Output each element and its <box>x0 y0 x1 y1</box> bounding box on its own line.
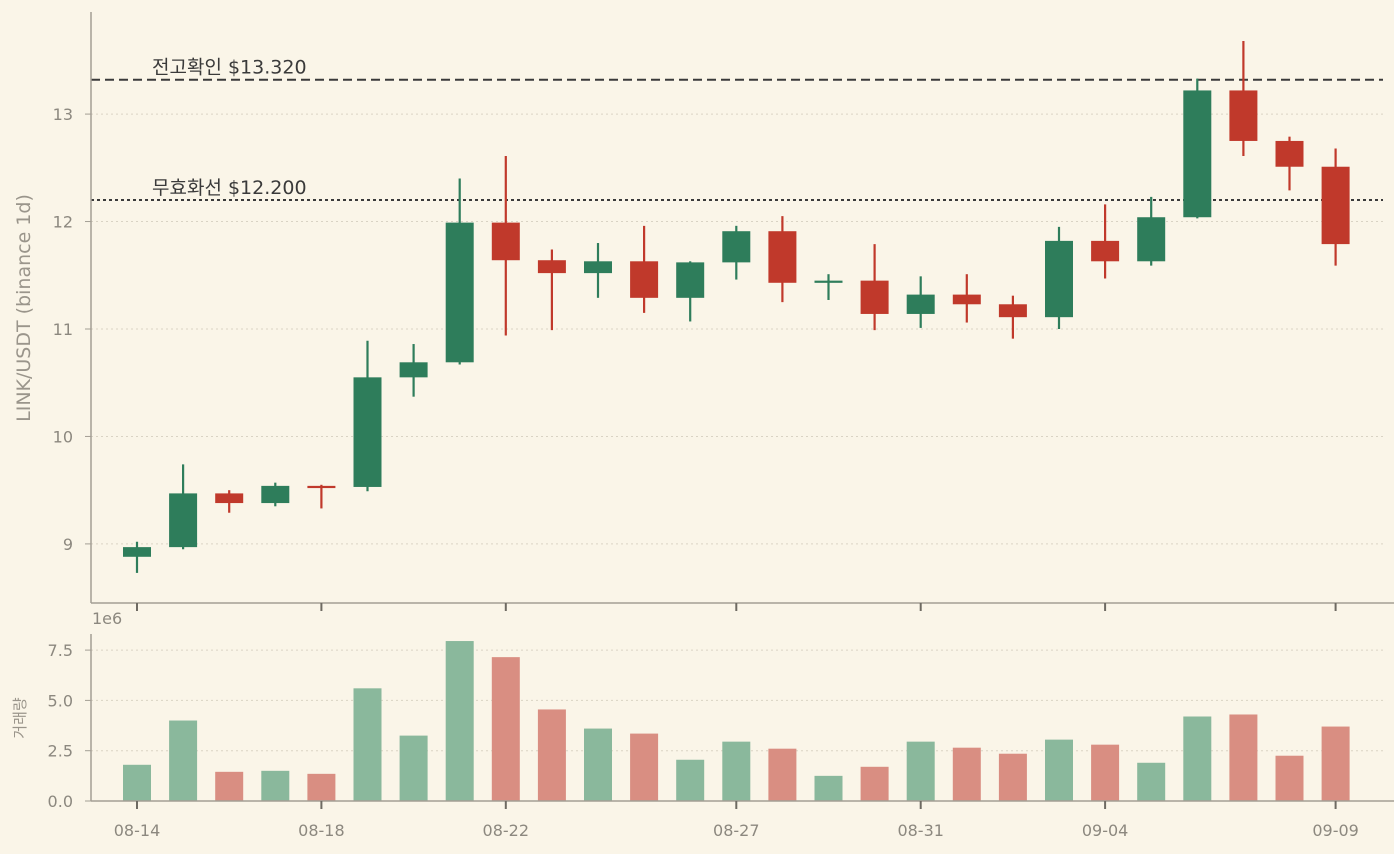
volume-bar <box>1229 714 1258 801</box>
volume-bar <box>722 741 751 801</box>
volume-bar <box>1275 755 1304 801</box>
candle-body <box>722 231 751 263</box>
volume-y-tick-label: 5.0 <box>48 691 73 710</box>
candle-body <box>1045 240 1073 318</box>
price-y-tick-label: 11 <box>53 320 73 339</box>
price-y-tick-label: 13 <box>53 105 73 124</box>
volume-bar <box>537 709 566 801</box>
reference-line-label: 전고확인 $13.320 <box>152 57 307 79</box>
candle-body <box>261 485 290 504</box>
volume-bar <box>906 741 935 801</box>
volume-y-tick-label: 7.5 <box>48 641 73 660</box>
price-y-tick-label: 9 <box>63 535 73 554</box>
x-tick-label: 08-18 <box>298 821 345 840</box>
volume-bar <box>998 753 1027 801</box>
candle-body <box>860 280 889 314</box>
price-y-tick-label: 12 <box>53 213 73 232</box>
candle-body <box>537 260 566 274</box>
candle-body <box>952 294 981 305</box>
volume-bar <box>814 775 843 801</box>
candle-body <box>630 261 659 298</box>
volume-bar <box>1183 716 1212 801</box>
price-y-tick-label: 10 <box>53 427 73 446</box>
x-tick-label: 09-04 <box>1082 821 1129 840</box>
volume-bar <box>676 759 705 801</box>
candle-body <box>814 280 843 283</box>
candle-body <box>399 362 428 378</box>
candle-body <box>123 547 151 557</box>
candle-body <box>169 493 198 548</box>
volume-y-tick-label: 2.5 <box>48 742 73 761</box>
candle-body <box>1137 217 1166 262</box>
volume-bar <box>215 771 244 801</box>
candle-body <box>676 262 705 298</box>
volume-bar <box>1091 744 1120 801</box>
candle-body <box>998 304 1027 318</box>
x-tick-label: 09-09 <box>1312 821 1359 840</box>
price-y-axis-title: LINK/USDT (binance 1d) <box>13 194 35 422</box>
volume-y-tick-label: 0.0 <box>48 792 73 811</box>
x-tick-label: 08-14 <box>114 821 161 840</box>
candle-body <box>491 222 520 261</box>
volume-bar <box>768 748 797 801</box>
candle-body <box>1229 90 1258 141</box>
candle-body <box>1275 140 1304 167</box>
volume-bar <box>1045 739 1073 801</box>
volume-bar <box>353 688 382 801</box>
volume-bar <box>445 641 474 801</box>
candle-body <box>307 485 336 489</box>
volume-bar <box>123 764 151 801</box>
candle-body <box>906 294 935 314</box>
volume-bar <box>1321 726 1350 801</box>
volume-bar <box>630 733 659 801</box>
volume-y-axis-title: 거래량 <box>11 697 29 739</box>
volume-bar <box>860 766 889 801</box>
reference-line-label: 무효화선 $12.200 <box>152 177 307 199</box>
candle-body <box>584 261 612 274</box>
candle-body <box>768 231 797 283</box>
volume-bar <box>1137 762 1166 801</box>
x-tick-label: 08-31 <box>897 821 944 840</box>
volume-offset-label: 1e6 <box>92 609 122 628</box>
candle-body <box>353 377 382 487</box>
candle-body <box>1321 166 1350 245</box>
volume-bar <box>952 747 981 801</box>
volume-bar <box>491 657 520 801</box>
volume-bar <box>584 728 612 801</box>
volume-bar <box>307 773 336 801</box>
volume-bar <box>261 770 290 801</box>
candle-body <box>445 222 474 363</box>
x-tick-label: 08-22 <box>483 821 530 840</box>
candle-body <box>215 493 244 504</box>
candle-body <box>1183 90 1212 218</box>
volume-bar <box>399 735 428 801</box>
candle-body <box>1091 240 1120 262</box>
x-tick-label: 08-27 <box>713 821 760 840</box>
volume-bar <box>169 720 198 801</box>
